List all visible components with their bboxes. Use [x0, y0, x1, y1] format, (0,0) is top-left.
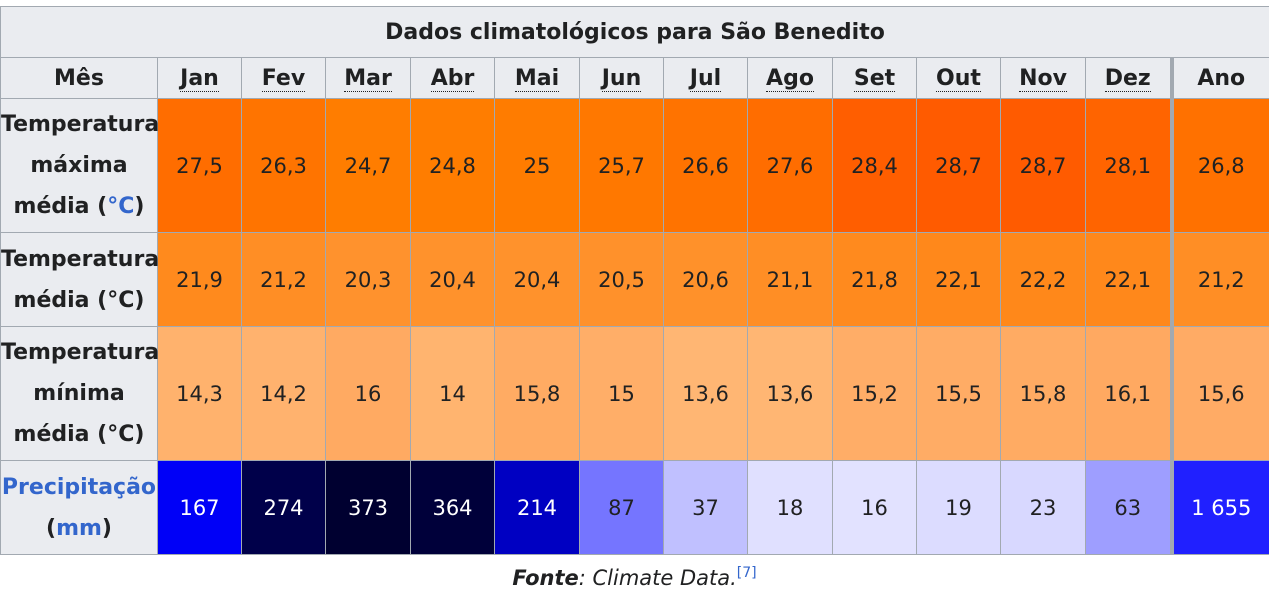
month-header[interactable]: Nov: [1000, 57, 1086, 99]
month-header-row: Mês Jan Fev Mar Abr Mai Jun Jul Ago Set …: [0, 57, 1269, 99]
row-label-precipitation: Precipitação (mm): [0, 460, 158, 555]
precipitation-row: Precipitação (mm) 167 274 373 364 214 87 37 18 1…: [0, 460, 1269, 555]
row-label-mean-temp: Temperatura média (°C): [0, 232, 159, 327]
value-cell: 16: [832, 460, 917, 555]
value-cell: 21,1: [747, 232, 833, 327]
climate-table: Dados climatológicos para São Benedito M…: [0, 6, 1269, 555]
value-cell: 16,1: [1085, 326, 1172, 461]
value-cell: 20,6: [663, 232, 748, 327]
month-header[interactable]: Dez: [1085, 57, 1172, 99]
month-header[interactable]: Fev: [241, 57, 326, 99]
value-cell: 15,8: [1000, 326, 1086, 461]
value-cell: 24,8: [410, 98, 495, 233]
value-cell: 27,6: [747, 98, 833, 233]
annual-header: Ano: [1169, 57, 1269, 99]
annual-value-cell: 15,6: [1169, 326, 1269, 461]
value-cell: 19: [916, 460, 1001, 555]
value-cell: 13,6: [663, 326, 748, 461]
value-cell: 23: [1000, 460, 1086, 555]
value-cell: 364: [410, 460, 495, 555]
value-cell: 20,5: [579, 232, 664, 327]
month-header[interactable]: Mai: [494, 57, 580, 99]
value-cell: 18: [747, 460, 833, 555]
annual-value-cell: 21,2: [1169, 232, 1269, 327]
value-cell: 20,4: [410, 232, 495, 327]
row-label-min-temp: Temperatura mínima média (°C): [0, 326, 159, 461]
annual-value-cell: 1 655: [1169, 460, 1269, 555]
month-header[interactable]: Jan: [157, 57, 242, 99]
mean-temp-row: Temperatura média (°C) 21,9 21,2 20,3 20,4 2…: [0, 232, 1269, 327]
precipitation-link[interactable]: Precipitação: [1, 474, 157, 500]
month-column-header: Mês: [0, 57, 158, 99]
value-cell: 13,6: [747, 326, 833, 461]
value-cell: 14,2: [241, 326, 326, 461]
value-cell: 37: [663, 460, 748, 555]
value-cell: 28,7: [916, 98, 1001, 233]
month-header[interactable]: Out: [916, 57, 1001, 99]
celsius-link[interactable]: °C: [107, 194, 135, 219]
source-text: : Climate Data.: [578, 566, 737, 590]
value-cell: 22,1: [916, 232, 1001, 327]
value-cell: 15: [579, 326, 664, 461]
value-cell: 21,2: [241, 232, 326, 327]
table-title: Dados climatológicos para São Benedito: [0, 6, 1269, 58]
value-cell: 15,8: [494, 326, 580, 461]
value-cell: 214: [494, 460, 580, 555]
value-cell: 274: [241, 460, 326, 555]
value-cell: 26,3: [241, 98, 326, 233]
value-cell: 373: [325, 460, 411, 555]
value-cell: 28,7: [1000, 98, 1086, 233]
value-cell: 24,7: [325, 98, 411, 233]
value-cell: 20,3: [325, 232, 411, 327]
source-note: Fonte: Climate Data.[7]: [0, 565, 1269, 590]
value-cell: 63: [1085, 460, 1172, 555]
value-cell: 21,8: [832, 232, 917, 327]
value-cell: 21,9: [157, 232, 242, 327]
month-header[interactable]: Mar: [325, 57, 411, 99]
annual-value-cell: 26,8: [1169, 98, 1269, 233]
value-cell: 14,3: [157, 326, 242, 461]
value-cell: 22,1: [1085, 232, 1172, 327]
max-temp-row: Temperatura máxima média (°C) 27,5 26,3 24…: [0, 98, 1269, 233]
reference-link[interactable]: [7]: [736, 565, 757, 581]
value-cell: 15,5: [916, 326, 1001, 461]
value-cell: 87: [579, 460, 664, 555]
value-cell: 167: [157, 460, 242, 555]
month-header[interactable]: Jul: [663, 57, 748, 99]
mm-link[interactable]: mm: [56, 515, 102, 541]
min-temp-row: Temperatura mínima média (°C) 14,3 14,2 16…: [0, 326, 1269, 461]
value-cell: 28,4: [832, 98, 917, 233]
value-cell: 14: [410, 326, 495, 461]
value-cell: 16: [325, 326, 411, 461]
value-cell: 22,2: [1000, 232, 1086, 327]
source-label: Fonte: [512, 566, 579, 590]
value-cell: 26,6: [663, 98, 748, 233]
row-label-max-temp: Temperatura máxima média (°C): [0, 98, 159, 233]
value-cell: 15,2: [832, 326, 917, 461]
value-cell: 28,1: [1085, 98, 1172, 233]
month-header[interactable]: Set: [832, 57, 917, 99]
value-cell: 20,4: [494, 232, 580, 327]
value-cell: 27,5: [157, 98, 242, 233]
value-cell: 25,7: [579, 98, 664, 233]
month-header[interactable]: Abr: [410, 57, 495, 99]
month-header[interactable]: Ago: [747, 57, 833, 99]
month-header[interactable]: Jun: [579, 57, 664, 99]
value-cell: 25: [494, 98, 580, 233]
